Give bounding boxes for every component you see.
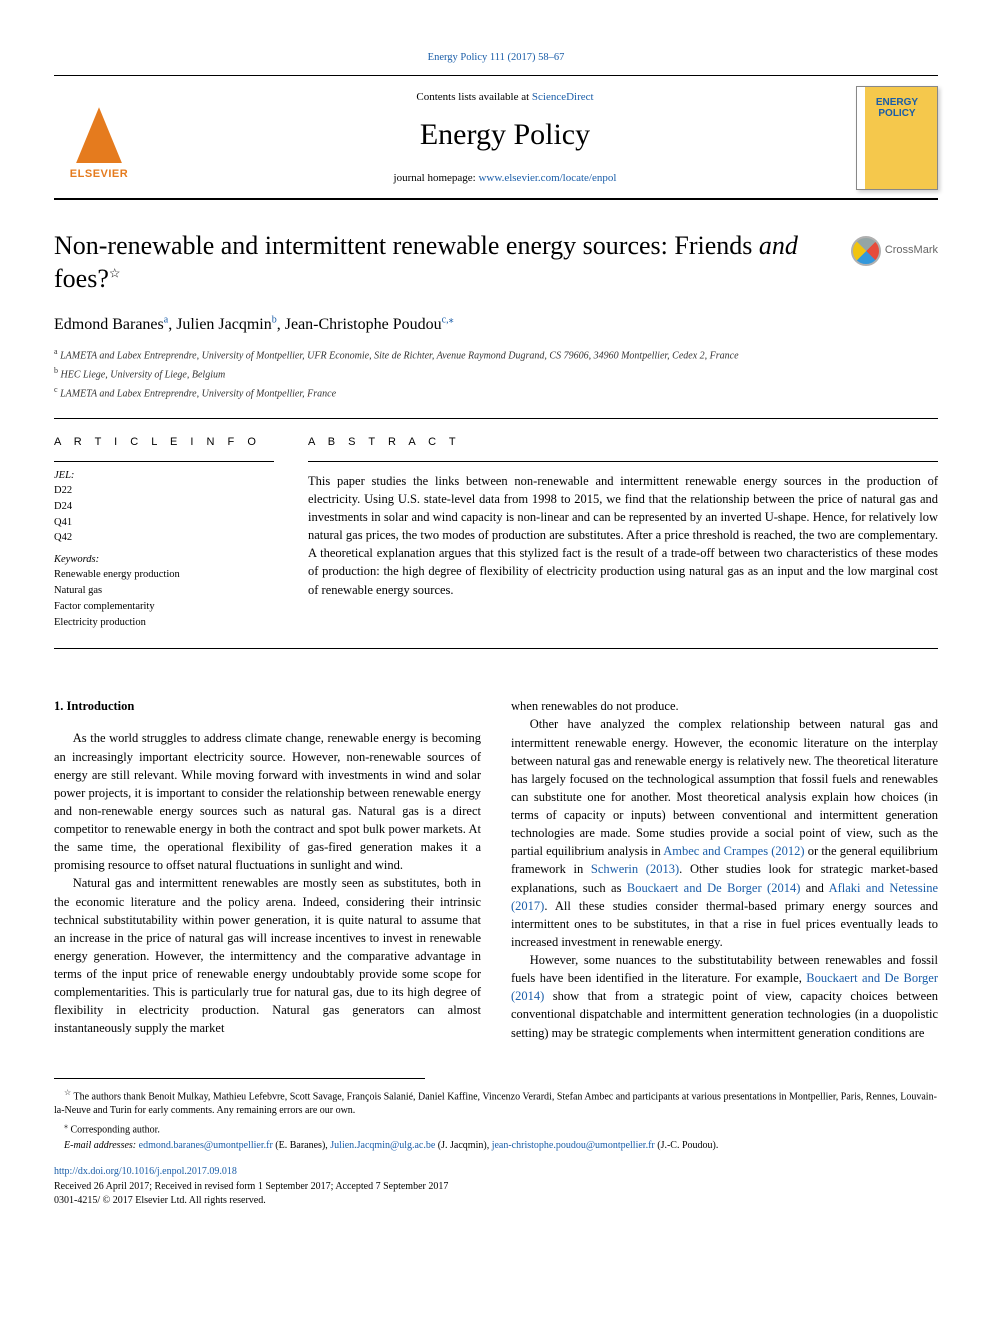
doi-block: http://dx.doi.org/10.1016/j.enpol.2017.0… (54, 1165, 938, 1209)
jel-label: JEL: (54, 468, 274, 483)
author-mark: b (272, 315, 277, 326)
jel-code: Q42 (54, 530, 274, 546)
cover-title-line2: POLICY (878, 108, 915, 119)
article-info-label: A R T I C L E I N F O (54, 435, 274, 451)
right-column: when renewables do not produce. Other ha… (511, 697, 938, 1041)
contents-prefix: Contents lists available at (416, 91, 531, 103)
journal-cover-thumbnail: ENERGY POLICY (856, 86, 938, 190)
text: show that from a strategic point of view… (511, 989, 938, 1039)
citation-link[interactable]: Ambec and Crampes (2012) (663, 844, 804, 858)
affiliation-mark: c (54, 385, 58, 394)
footnotes-rule (54, 1078, 425, 1079)
text: Other have analyzed the complex relation… (511, 717, 938, 858)
affiliation-text: LAMETA and Labex Entreprendre, Universit… (60, 388, 336, 399)
footnote-mark: ☆ (64, 1088, 71, 1097)
jel-code: D22 (54, 483, 274, 499)
email-link[interactable]: edmond.baranes@umontpellier.fr (139, 1140, 273, 1151)
email-link[interactable]: jean-christophe.poudou@umontpellier.fr (492, 1140, 655, 1151)
contents-line: Contents lists available at ScienceDirec… (154, 90, 856, 106)
footnotes: ☆ The authors thank Benoit Mulkay, Mathi… (54, 1087, 938, 1154)
article-dates: Received 26 April 2017; Received in revi… (54, 1180, 938, 1195)
email-link[interactable]: Julien.Jacqmin@ulg.ac.be (330, 1140, 435, 1151)
abstract-text: This paper studies the links between non… (308, 472, 938, 599)
jel-code: D24 (54, 499, 274, 515)
email-who: (J.-C. Poudou) (657, 1140, 716, 1151)
homepage-prefix: journal homepage: (394, 172, 479, 184)
footnote-mark: ⁎ (64, 1121, 68, 1130)
journal-reference: Energy Policy 111 (2017) 58–67 (54, 50, 938, 65)
keyword: Factor complementarity (54, 599, 274, 615)
author-mark: c,⁎ (442, 315, 454, 326)
crossmark-label: CrossMark (885, 243, 938, 259)
authors-line: Edmond Baranesa, Julien Jacqminb, Jean-C… (54, 313, 938, 336)
title-footnote-star: ☆ (109, 265, 121, 280)
crossmark-icon (851, 236, 881, 266)
email-who: (E. Baranes) (275, 1140, 325, 1151)
keywords-label: Keywords: (54, 552, 274, 567)
email-label: E-mail addresses: (64, 1140, 136, 1151)
paragraph: As the world struggles to address climat… (54, 729, 481, 874)
text: . All these studies consider thermal-bas… (511, 899, 938, 949)
affiliation: b HEC Liege, University of Liege, Belgiu… (54, 365, 938, 383)
body-two-column: 1. Introduction As the world struggles t… (54, 697, 938, 1041)
paragraph: Other have analyzed the complex relation… (511, 715, 938, 951)
cover-title-line1: ENERGY (876, 97, 918, 108)
paragraph: Natural gas and intermittent renewables … (54, 874, 481, 1037)
keyword: Renewable energy production (54, 567, 274, 583)
info-abstract-row: A R T I C L E I N F O JEL: D22 D24 Q41 Q… (54, 418, 938, 649)
author: Julien Jacqminb (176, 316, 277, 333)
elsevier-tree-icon (76, 107, 122, 163)
footnote-corresponding: ⁎ Corresponding author. (54, 1120, 938, 1137)
citation-link[interactable]: Bouckaert and De Borger (2014) (627, 881, 800, 895)
paragraph: However, some nuances to the substitutab… (511, 951, 938, 1042)
doi-link[interactable]: http://dx.doi.org/10.1016/j.enpol.2017.0… (54, 1166, 237, 1177)
citation-link[interactable]: Schwerin (2013) (591, 862, 679, 876)
banner-center: Contents lists available at ScienceDirec… (154, 90, 856, 187)
sciencedirect-link[interactable]: ScienceDirect (532, 91, 594, 103)
publisher-name: ELSEVIER (70, 167, 128, 183)
journal-homepage: journal homepage: www.elsevier.com/locat… (154, 171, 856, 187)
footnote-thanks: ☆ The authors thank Benoit Mulkay, Mathi… (54, 1087, 938, 1118)
email-who: (J. Jacqmin) (438, 1140, 487, 1151)
text: and (800, 881, 828, 895)
copyright-line: 0301-4215/ © 2017 Elsevier Ltd. All righ… (54, 1194, 938, 1209)
affiliation: c LAMETA and Labex Entreprendre, Univers… (54, 384, 938, 402)
abstract-label: A B S T R A C T (308, 435, 938, 451)
footnote-text: Corresponding author. (71, 1124, 160, 1135)
crossmark-badge[interactable]: CrossMark (851, 236, 938, 266)
homepage-link[interactable]: www.elsevier.com/locate/enpol (478, 172, 616, 184)
author: Jean-Christophe Poudouc,⁎ (285, 316, 454, 333)
article-header: Non-renewable and intermittent renewable… (54, 230, 938, 295)
title-text-post: foes? (54, 264, 109, 293)
journal-ref-link[interactable]: Energy Policy 111 (2017) 58–67 (428, 52, 565, 63)
title-text-pre: Non-renewable and intermittent renewable… (54, 231, 759, 260)
footnote-emails: E-mail addresses: edmond.baranes@umontpe… (54, 1139, 938, 1153)
author-name: Jean-Christophe Poudou (285, 316, 442, 333)
section-heading-intro: 1. Introduction (54, 697, 481, 715)
author-mark: a (164, 315, 168, 326)
publisher-logo: ELSEVIER (54, 93, 144, 183)
affiliations: a LAMETA and Labex Entreprendre, Univers… (54, 346, 938, 401)
footnote-text: The authors thank Benoit Mulkay, Mathieu… (54, 1091, 937, 1116)
author-name: Edmond Baranes (54, 316, 164, 333)
affiliation-text: HEC Liege, University of Liege, Belgium (61, 370, 226, 381)
affiliation-mark: b (54, 366, 58, 375)
article-title: Non-renewable and intermittent renewable… (54, 230, 938, 295)
affiliation: a LAMETA and Labex Entreprendre, Univers… (54, 346, 938, 364)
abstract: A B S T R A C T This paper studies the l… (308, 435, 938, 630)
journal-banner: ELSEVIER Contents lists available at Sci… (54, 75, 938, 200)
jel-code: Q41 (54, 515, 274, 531)
author: Edmond Baranesa (54, 316, 168, 333)
title-text-italic: and (759, 231, 798, 260)
author-name: Julien Jacqmin (176, 316, 272, 333)
left-column: 1. Introduction As the world struggles t… (54, 697, 481, 1041)
journal-name: Energy Policy (154, 113, 856, 157)
paragraph-continuation: when renewables do not produce. (511, 697, 938, 715)
affiliation-mark: a (54, 347, 58, 356)
affiliation-text: LAMETA and Labex Entreprendre, Universit… (60, 351, 739, 362)
keyword: Natural gas (54, 583, 274, 599)
article-info: A R T I C L E I N F O JEL: D22 D24 Q41 Q… (54, 435, 274, 630)
keyword: Electricity production (54, 615, 274, 631)
